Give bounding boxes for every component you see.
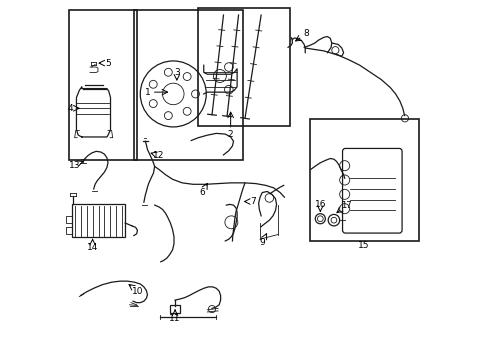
Text: 5: 5 xyxy=(105,59,111,68)
Text: 13: 13 xyxy=(69,161,80,170)
Bar xyxy=(134,10,243,160)
Text: 3: 3 xyxy=(174,68,180,77)
Text: 9: 9 xyxy=(259,238,265,247)
Text: 2: 2 xyxy=(228,130,233,139)
Bar xyxy=(310,119,419,241)
Bar xyxy=(171,305,180,313)
Text: 14: 14 xyxy=(87,243,98,252)
Text: 4: 4 xyxy=(67,104,73,113)
Bar xyxy=(198,8,290,126)
Text: 17: 17 xyxy=(341,201,351,210)
Text: 10: 10 xyxy=(132,287,143,296)
Bar xyxy=(72,204,125,237)
Bar xyxy=(69,10,137,160)
Text: 12: 12 xyxy=(153,151,165,160)
Text: 1: 1 xyxy=(145,87,150,96)
Text: 6: 6 xyxy=(199,188,205,197)
Text: 15: 15 xyxy=(358,241,370,250)
Text: 16: 16 xyxy=(315,200,326,209)
Text: 8: 8 xyxy=(304,29,310,38)
Text: 11: 11 xyxy=(170,314,181,323)
Text: 7: 7 xyxy=(250,197,256,206)
